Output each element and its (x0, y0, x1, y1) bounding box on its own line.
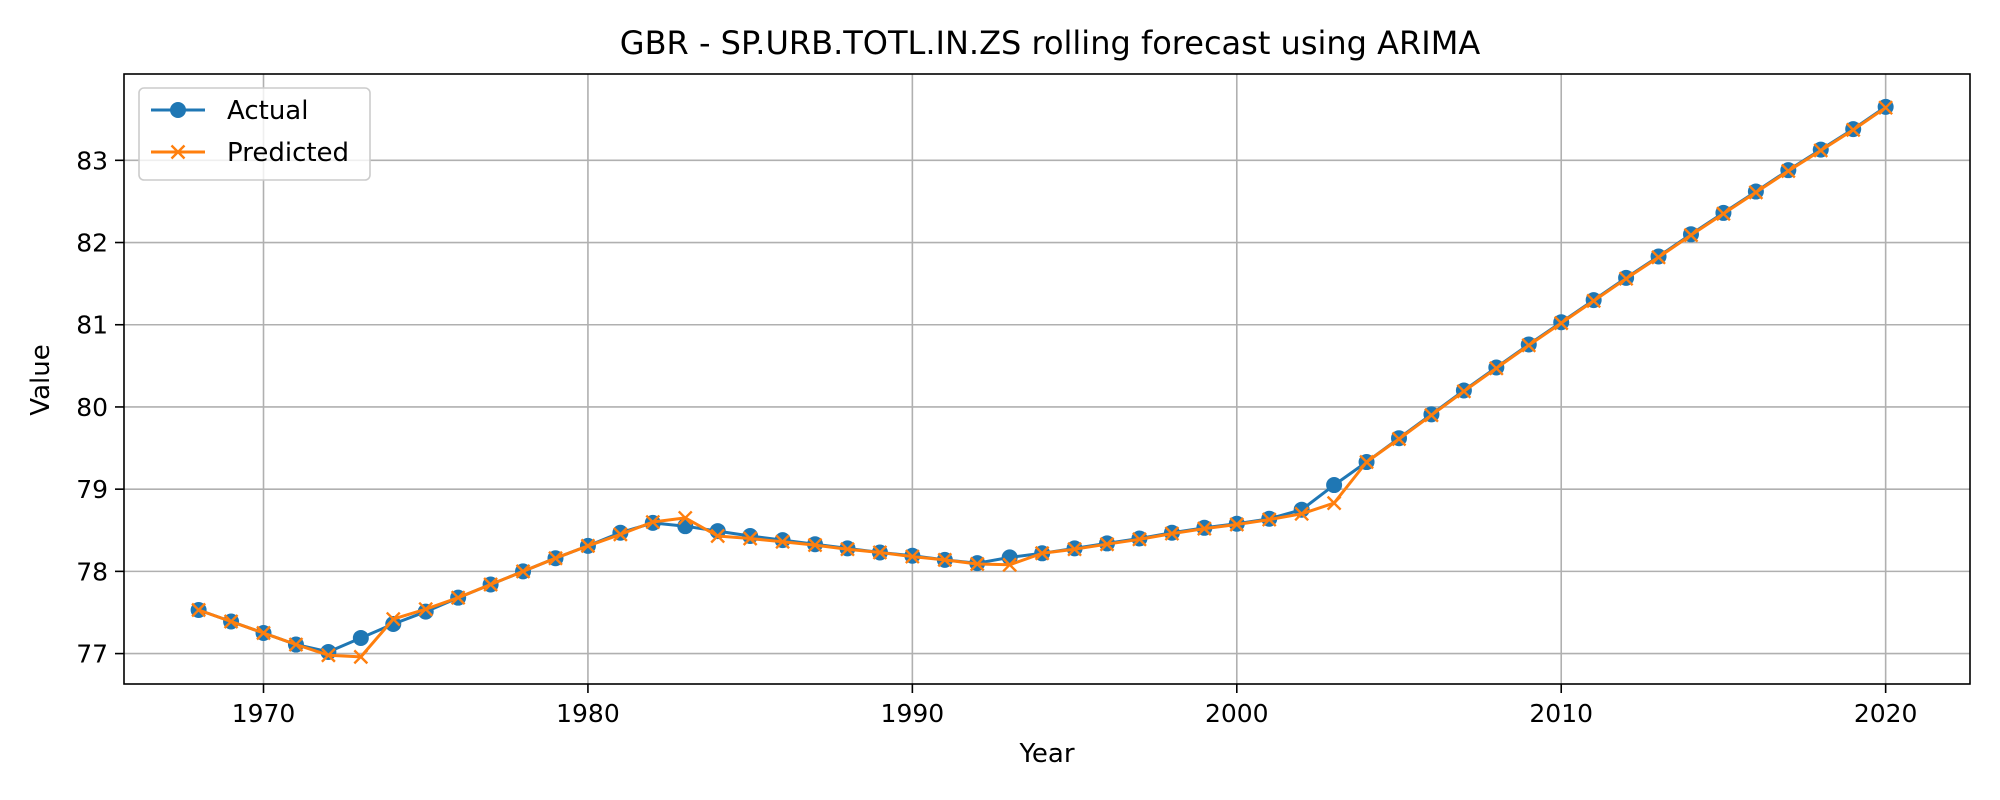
x-tick-label: 2020 (1854, 699, 1918, 728)
x-tick-label: 2000 (1205, 699, 1269, 728)
x-tick-label: 1970 (232, 699, 296, 728)
series-layer (191, 99, 1894, 663)
predicted-line (199, 108, 1886, 657)
x-tick-label: 2010 (1529, 699, 1593, 728)
y-tick-label: 77 (76, 640, 108, 669)
y-axis-label: Value (26, 344, 56, 415)
actual-point (742, 528, 758, 544)
x-tick-label: 1980 (556, 699, 620, 728)
y-tick-label: 81 (76, 311, 108, 340)
x-axis-label: Year (1018, 739, 1074, 769)
y-tick-label: 79 (76, 475, 108, 504)
plot-frame (124, 74, 1970, 684)
legend: Actual Predicted (139, 88, 370, 180)
chart-title: GBR - SP.URB.TOTL.IN.ZS rolling forecast… (620, 24, 1481, 62)
y-tick-label: 78 (76, 557, 108, 586)
actual-point (353, 630, 369, 646)
y-tick-label: 82 (76, 229, 108, 258)
y-tick-label: 80 (76, 393, 108, 422)
actual-line (199, 107, 1886, 652)
legend-actual-marker (170, 102, 186, 118)
grid-lines (124, 74, 1970, 684)
actual-point (1326, 477, 1342, 493)
legend-actual-label: Actual (227, 96, 308, 126)
y-axis: 77 78 79 80 81 82 83 (76, 146, 124, 668)
legend-predicted-label: Predicted (227, 138, 349, 168)
y-tick-label: 83 (76, 146, 108, 175)
x-axis: 1970 1980 1990 2000 2010 2020 (232, 684, 1918, 728)
x-tick-label: 1990 (881, 699, 945, 728)
